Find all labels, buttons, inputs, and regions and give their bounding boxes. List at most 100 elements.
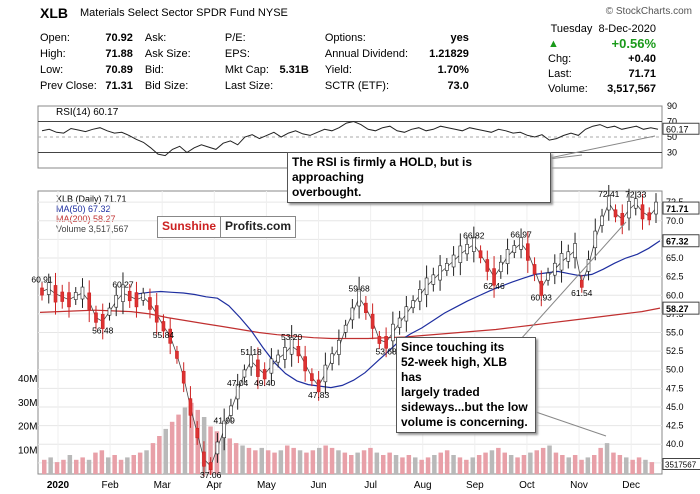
x-tick-Nov: Nov bbox=[570, 480, 588, 491]
volume-bar bbox=[74, 459, 79, 475]
volume-bar bbox=[246, 447, 252, 474]
price-candle-body bbox=[552, 262, 557, 276]
ma200-legend: MA(200) 58.27 bbox=[56, 214, 116, 224]
ma200-last-label-box bbox=[662, 301, 700, 315]
volume-bar bbox=[48, 457, 53, 474]
volume-bar bbox=[86, 459, 92, 475]
price-label: 37.06 bbox=[200, 470, 222, 480]
volume-tick: 30M bbox=[18, 398, 37, 409]
price-candle-body bbox=[40, 287, 44, 296]
volume-bar bbox=[630, 459, 635, 475]
price-candle-body bbox=[478, 250, 483, 259]
volume-bar bbox=[227, 438, 232, 474]
price-label: 53.20 bbox=[281, 332, 303, 342]
ma50-legend: MA(50) 67.32 bbox=[56, 204, 111, 214]
ma50-last-label: 67.32 bbox=[666, 237, 689, 247]
price-tick: 65.0 bbox=[666, 253, 684, 263]
price-tick: 55.0 bbox=[666, 328, 684, 338]
price-candle-body bbox=[431, 274, 436, 285]
volume-bar bbox=[342, 452, 348, 474]
quote-table: Open: 70.92 Ask: P/E: Options: yes High:… bbox=[40, 30, 469, 94]
price-candle-body bbox=[310, 373, 314, 382]
volume-bar bbox=[93, 452, 98, 474]
price-candle-body bbox=[53, 285, 58, 303]
price-candle-body bbox=[269, 358, 274, 374]
volume-bar bbox=[540, 447, 546, 474]
volume-bar bbox=[592, 455, 597, 474]
price-candle-body bbox=[370, 313, 375, 329]
price-candle-body bbox=[161, 321, 166, 332]
low-label: Low: bbox=[40, 63, 64, 76]
volume-bar bbox=[636, 457, 642, 474]
price-candle-body bbox=[492, 268, 496, 286]
price-candle-body bbox=[87, 292, 92, 310]
volume-bar bbox=[585, 457, 591, 474]
volume-label: Volume: bbox=[548, 82, 588, 95]
volume-bar bbox=[137, 452, 143, 474]
x-tick-Oct: Oct bbox=[519, 480, 535, 491]
price-label: 61.54 bbox=[571, 288, 593, 298]
price-candle-body bbox=[46, 282, 51, 295]
dividend-label: Annual Dividend: bbox=[324, 47, 409, 60]
price-candle-body bbox=[141, 292, 146, 301]
price-candle-body bbox=[391, 323, 395, 342]
volume-bar bbox=[195, 409, 200, 474]
fund-name: Materials Select Sector SPDR Fund NYSE bbox=[80, 7, 288, 19]
x-tick-Mar: Mar bbox=[154, 480, 172, 491]
volume-bar bbox=[566, 457, 571, 474]
price-candle-body bbox=[235, 384, 240, 400]
options-label: Options: bbox=[324, 31, 366, 44]
volume-bar bbox=[233, 443, 239, 474]
volume-bar bbox=[502, 452, 507, 474]
price-candle-body bbox=[384, 336, 388, 349]
volume-bar bbox=[413, 457, 418, 474]
last-label: Last: bbox=[548, 67, 572, 80]
volume-bar bbox=[643, 459, 648, 475]
price-callout-line bbox=[519, 221, 627, 341]
price-candle-body bbox=[343, 324, 348, 333]
price-candle-body bbox=[121, 284, 125, 302]
rsi-last-label: 60.17 bbox=[666, 124, 689, 134]
price-candle-body bbox=[127, 290, 132, 302]
price-label: 56.48 bbox=[92, 325, 114, 335]
rsi-last-box bbox=[662, 122, 700, 135]
fund-name-text: Materials Select Sector SPDR Fund bbox=[80, 7, 255, 19]
volume-bar bbox=[374, 452, 380, 474]
x-tick-Aug: Aug bbox=[414, 480, 432, 491]
price-candle-body bbox=[283, 347, 287, 360]
price-candle-body bbox=[289, 337, 294, 355]
price-candle-body bbox=[647, 212, 652, 221]
volume-bar bbox=[336, 450, 341, 475]
volume-bar bbox=[355, 452, 360, 474]
price-tick: 40.0 bbox=[666, 439, 684, 449]
price-last-label: 71.71 bbox=[666, 204, 689, 214]
price-candle-body bbox=[229, 405, 233, 416]
price-candle-body bbox=[526, 243, 530, 261]
ask-label: Ask: bbox=[144, 31, 167, 44]
prev-close-label: Prev Close: bbox=[40, 79, 97, 92]
watermark: © StockCharts.com bbox=[605, 6, 692, 17]
mktcap-label: Mkt Cap: bbox=[224, 63, 269, 76]
price-candle-body bbox=[606, 195, 611, 211]
price-tick: 42.5 bbox=[666, 421, 684, 431]
volume-bar bbox=[553, 452, 559, 474]
price-candle-body bbox=[222, 420, 226, 439]
volume-bar bbox=[381, 455, 386, 474]
x-tick-Dec: Dec bbox=[622, 480, 640, 491]
price-tick: 47.5 bbox=[666, 383, 684, 393]
price-candle-body bbox=[350, 307, 355, 321]
volume-bar bbox=[131, 455, 136, 474]
volume-bar bbox=[464, 459, 469, 475]
price-candle-body bbox=[499, 261, 503, 273]
yield-value: 1.70% bbox=[437, 63, 469, 76]
brand-part-1: Sunshine bbox=[158, 217, 221, 237]
price-candle-body bbox=[316, 379, 321, 393]
x-tick-2020: 2020 bbox=[47, 480, 70, 491]
x-tick-Jul: Jul bbox=[364, 480, 377, 491]
price-label: 66.97 bbox=[510, 229, 532, 239]
volume-bar bbox=[560, 455, 565, 474]
price-tick: 70.0 bbox=[666, 216, 684, 226]
volume-bar bbox=[285, 445, 290, 474]
price-candle-body bbox=[175, 350, 179, 359]
price-label: 66.82 bbox=[463, 230, 485, 240]
